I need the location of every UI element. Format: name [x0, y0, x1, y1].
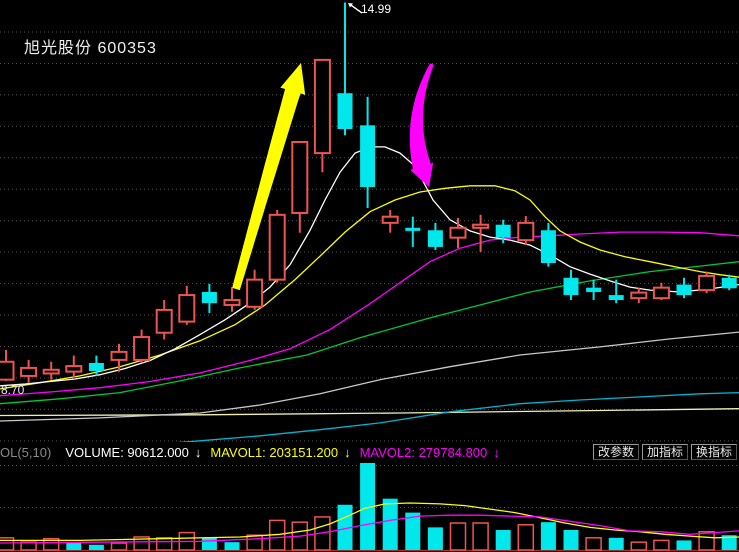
candle: [268, 209, 286, 283]
switch-indicator-button[interactable]: 换指标: [690, 444, 737, 460]
ma-line-yellow: [0, 185, 739, 390]
volume-bar: [201, 537, 217, 550]
candle: [563, 269, 579, 301]
volume-bar: [585, 537, 602, 551]
mavol2-value-label: MAVOL2: 279784.800: [359, 445, 488, 460]
volume-bar: [676, 540, 692, 550]
volume-value-label: VOLUME: 90612.000: [65, 445, 189, 460]
volume-bars-layer: [0, 463, 737, 551]
volume-bar: [88, 544, 104, 550]
volume-bar: [563, 529, 579, 550]
volume-bar: [495, 529, 511, 550]
ma-line-pale: [0, 408, 739, 417]
volume-bar: [360, 463, 376, 550]
volume-bar: [630, 541, 648, 551]
candle: [133, 329, 151, 363]
indicator-status-bar: OL(5,10) VOLUME: 90612.000 ↓ MAVOL1: 203…: [0, 442, 739, 463]
indicator-button-group: 改参数 加指标 换指标: [592, 444, 737, 460]
candle: [449, 217, 467, 249]
candle: [291, 140, 309, 233]
candle: [313, 58, 331, 173]
ma-line-magenta: [0, 231, 739, 397]
candle: [495, 219, 511, 244]
candle: [381, 209, 399, 233]
volume-bar: [246, 534, 263, 551]
candle: [20, 359, 38, 383]
mavol1-down-arrow-icon: ↓: [344, 445, 351, 460]
candle: [608, 279, 624, 304]
ma-line-white: [0, 146, 739, 387]
candle: [517, 216, 535, 246]
add-indicator-button[interactable]: 加指标: [641, 444, 688, 460]
volume-bar: [382, 498, 398, 550]
volume-bar: [0, 537, 15, 551]
volume-bar: [427, 527, 443, 550]
candle: [201, 283, 217, 313]
candle: [427, 222, 443, 251]
candle: [652, 282, 670, 301]
ma-line-green: [0, 261, 739, 405]
volume-bar: [224, 542, 240, 550]
down-trend-arrow-icon: [409, 63, 434, 188]
candle: [586, 279, 602, 301]
candle: [110, 343, 128, 372]
candle: [246, 269, 264, 310]
change-params-button[interactable]: 改参数: [592, 444, 639, 460]
volume-bar: [42, 537, 60, 551]
vol-ma-line-mavol2: [0, 514, 739, 544]
volume-bar: [721, 535, 737, 550]
volume-bar: [405, 512, 421, 550]
candlestick-layer: [0, 2, 737, 383]
indicator-name-label[interactable]: OL(5,10): [0, 445, 52, 460]
volume-bar: [540, 522, 556, 550]
candle: [405, 216, 421, 247]
volume-bar: [110, 542, 128, 551]
volume-bar: [698, 530, 715, 551]
volume-down-arrow-icon: ↓: [194, 445, 202, 460]
candle: [88, 355, 104, 376]
mavol1-value-label: MAVOL1: 203151.200: [210, 445, 339, 460]
candle: [155, 300, 173, 340]
candle: [178, 285, 196, 325]
price-axis-low-label: 8.70: [1, 383, 25, 397]
high-price-leader-icon: [348, 3, 363, 14]
vol-ma-line-mavol1: [0, 502, 739, 542]
candle: [360, 96, 376, 209]
candle: [630, 287, 648, 304]
candle: [698, 271, 716, 294]
candle: [676, 277, 692, 299]
candle: [472, 214, 490, 252]
gridlines: [0, 31, 739, 508]
volume-bar: [472, 522, 489, 551]
up-trend-arrow-icon: [232, 63, 306, 291]
candle: [721, 274, 737, 291]
high-price-label: 14.99: [361, 2, 392, 16]
candle: [540, 222, 556, 267]
volume-bar: [517, 524, 535, 551]
candle: [337, 2, 353, 136]
mavol2-down-arrow-icon: ↓: [493, 445, 500, 460]
stock-title: 旭光股份 600353: [24, 40, 157, 57]
candle: [65, 355, 83, 378]
volume-bar: [66, 543, 82, 550]
volume-bar: [133, 536, 150, 551]
volume-bar: [155, 537, 173, 551]
candle: [0, 350, 15, 381]
volume-bar: [449, 522, 467, 551]
candle: [223, 287, 241, 312]
candle: [42, 361, 60, 380]
volume-bar: [653, 539, 670, 551]
volume-bar: [608, 537, 624, 550]
ma-line-gray: [0, 331, 739, 422]
ma-line-cyan: [139, 391, 739, 447]
